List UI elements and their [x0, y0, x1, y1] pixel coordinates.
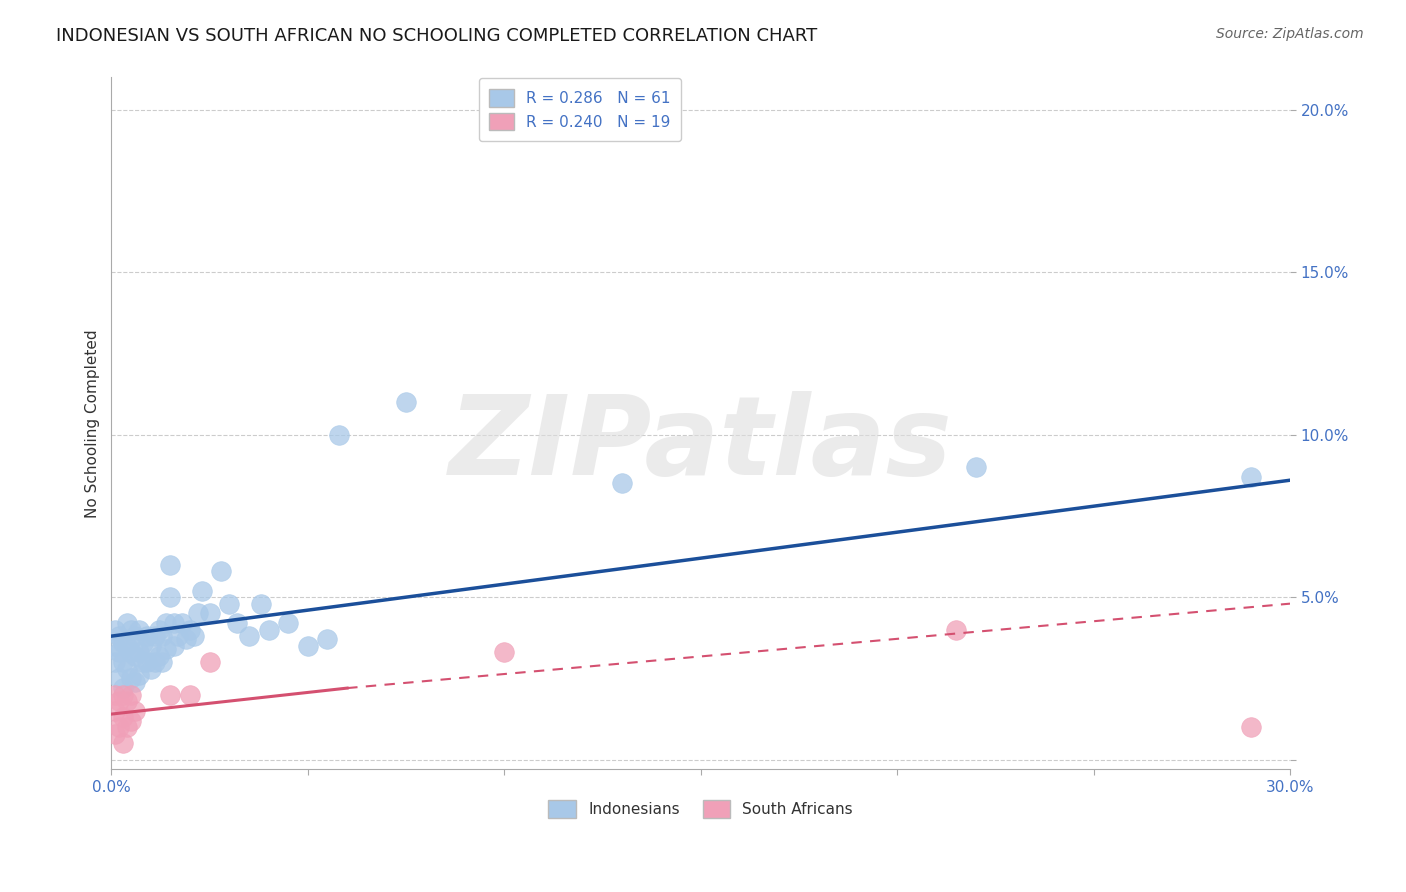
Point: [120, 671, 142, 685]
Point: [198, 607, 221, 621]
Point: [1240, 720, 1263, 734]
Point: [120, 623, 142, 637]
Point: [1240, 470, 1263, 484]
Point: [108, 629, 131, 643]
Point: [152, 629, 174, 643]
Point: [139, 639, 162, 653]
Y-axis label: No Schooling Completed: No Schooling Completed: [86, 329, 100, 517]
Point: [112, 688, 135, 702]
Point: [124, 704, 146, 718]
Point: [238, 629, 260, 643]
Point: [112, 635, 135, 649]
Point: [135, 655, 157, 669]
Point: [183, 629, 205, 643]
Point: [328, 427, 350, 442]
Point: [143, 629, 166, 643]
Point: [610, 476, 633, 491]
Point: [120, 688, 142, 702]
Point: [174, 632, 197, 647]
Point: [179, 623, 201, 637]
Text: ZIPatlas: ZIPatlas: [449, 391, 953, 498]
Point: [108, 694, 131, 708]
Point: [104, 704, 127, 718]
Point: [226, 616, 249, 631]
Point: [163, 616, 186, 631]
Point: [277, 616, 299, 631]
Legend: Indonesians, South Africans: Indonesians, South Africans: [543, 794, 859, 824]
Point: [179, 688, 201, 702]
Point: [155, 616, 177, 631]
Point: [104, 655, 127, 669]
Point: [135, 629, 157, 643]
Point: [143, 655, 166, 669]
Point: [115, 720, 138, 734]
Point: [104, 639, 127, 653]
Point: [494, 645, 516, 659]
Point: [167, 629, 190, 643]
Point: [124, 648, 146, 663]
Point: [965, 460, 987, 475]
Point: [128, 645, 150, 659]
Point: [187, 607, 209, 621]
Point: [115, 639, 138, 653]
Point: [148, 623, 170, 637]
Point: [139, 662, 162, 676]
Point: [115, 616, 138, 631]
Point: [395, 395, 418, 409]
Point: [218, 597, 240, 611]
Point: [112, 710, 135, 724]
Text: Source: ZipAtlas.com: Source: ZipAtlas.com: [1216, 27, 1364, 41]
Point: [112, 736, 135, 750]
Point: [132, 655, 155, 669]
Point: [257, 623, 280, 637]
Point: [108, 645, 131, 659]
Point: [172, 616, 194, 631]
Point: [128, 668, 150, 682]
Point: [108, 671, 131, 685]
Point: [104, 623, 127, 637]
Point: [120, 645, 142, 659]
Point: [132, 635, 155, 649]
Point: [249, 597, 271, 611]
Point: [159, 590, 181, 604]
Point: [209, 564, 232, 578]
Point: [152, 655, 174, 669]
Point: [104, 726, 127, 740]
Point: [124, 629, 146, 643]
Point: [104, 688, 127, 702]
Point: [163, 639, 186, 653]
Point: [159, 688, 181, 702]
Point: [108, 720, 131, 734]
Point: [124, 674, 146, 689]
Point: [112, 655, 135, 669]
Point: [297, 639, 319, 653]
Point: [191, 583, 214, 598]
Point: [148, 648, 170, 663]
Point: [159, 558, 181, 572]
Point: [115, 662, 138, 676]
Point: [128, 623, 150, 637]
Point: [120, 714, 142, 728]
Text: INDONESIAN VS SOUTH AFRICAN NO SCHOOLING COMPLETED CORRELATION CHART: INDONESIAN VS SOUTH AFRICAN NO SCHOOLING…: [56, 27, 817, 45]
Point: [316, 632, 339, 647]
Point: [155, 642, 177, 657]
Point: [112, 681, 135, 695]
Point: [198, 655, 221, 669]
Point: [115, 694, 138, 708]
Point: [945, 623, 967, 637]
